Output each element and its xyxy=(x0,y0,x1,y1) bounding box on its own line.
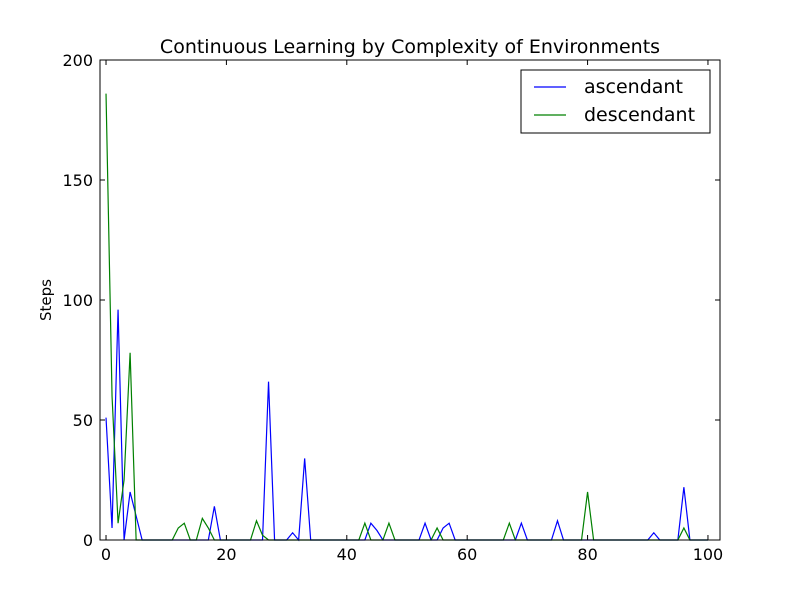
plot-frame xyxy=(99,59,721,541)
x-tick-label: 80 xyxy=(577,545,597,564)
x-tick-label: 40 xyxy=(337,545,357,564)
x-tick-label: 100 xyxy=(693,545,724,564)
legend: ascendant descendant xyxy=(520,69,711,134)
x-tick-label: 60 xyxy=(457,545,477,564)
y-tick-label: 100 xyxy=(62,291,93,310)
legend-label-descendant: descendant xyxy=(584,104,695,126)
x-tick-label: 20 xyxy=(216,545,236,564)
ticks-layer: 0 20 40 60 80 100 0 50 100 150 200 xyxy=(62,51,723,564)
legend-box xyxy=(520,69,711,134)
x-tick-label: 0 xyxy=(101,545,111,564)
chart-title: Continuous Learning by Complexity of Env… xyxy=(160,36,660,58)
y-tick-label: 150 xyxy=(62,171,93,190)
y-axis-label: Steps xyxy=(37,279,55,321)
y-tick-label: 200 xyxy=(62,51,93,70)
y-tick-label: 0 xyxy=(83,531,93,550)
y-tick-label: 50 xyxy=(73,411,93,430)
legend-label-ascendant: ascendant xyxy=(584,76,683,98)
